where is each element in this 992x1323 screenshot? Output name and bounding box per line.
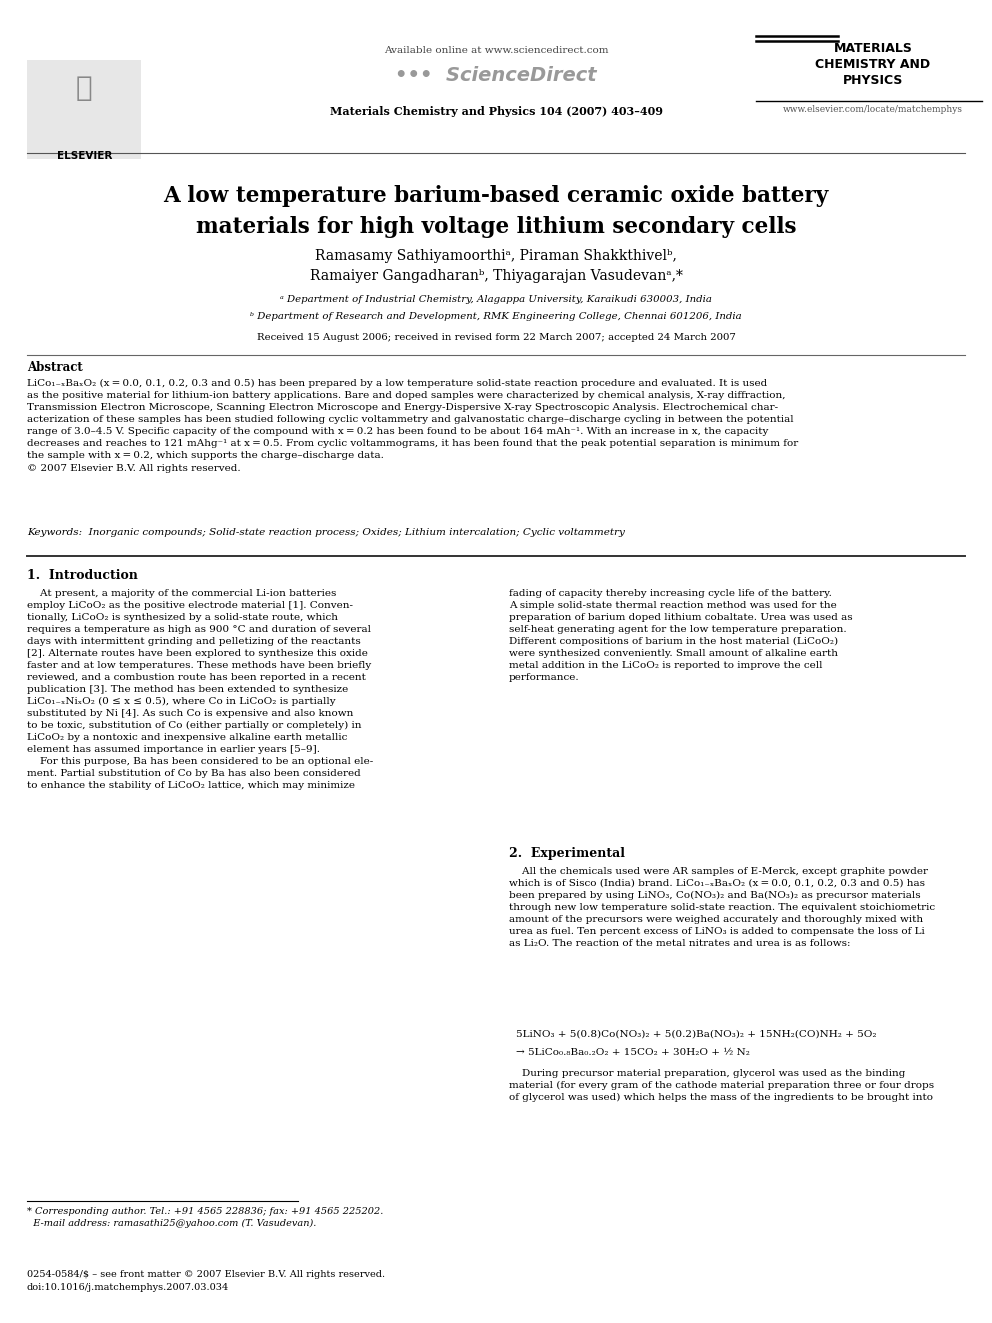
Text: www.elsevier.com/locate/matchemphys: www.elsevier.com/locate/matchemphys — [783, 105, 963, 114]
Text: Received 15 August 2006; received in revised form 22 March 2007; accepted 24 Mar: Received 15 August 2006; received in rev… — [257, 333, 735, 343]
Text: 1.  Introduction: 1. Introduction — [27, 569, 138, 582]
Text: Ramaiyer Gangadharanᵇ, Thiyagarajan Vasudevanᵃ,*: Ramaiyer Gangadharanᵇ, Thiyagarajan Vasu… — [310, 269, 682, 283]
Text: 0254-0584/$ – see front matter © 2007 Elsevier B.V. All rights reserved.
doi:10.: 0254-0584/$ – see front matter © 2007 El… — [27, 1270, 385, 1291]
Text: fading of capacity thereby increasing cycle life of the battery.
A simple solid-: fading of capacity thereby increasing cy… — [509, 589, 852, 681]
Text: Available online at www.sciencedirect.com: Available online at www.sciencedirect.co… — [384, 46, 608, 56]
Text: * Corresponding author. Tel.: +91 4565 228836; fax: +91 4565 225202.
  E-mail ad: * Corresponding author. Tel.: +91 4565 2… — [27, 1207, 383, 1228]
Text: 🌳: 🌳 — [76, 74, 92, 102]
Text: Keywords:  Inorganic compounds; Solid-state reaction process; Oxides; Lithium in: Keywords: Inorganic compounds; Solid-sta… — [27, 528, 625, 537]
Text: → 5LiCo₀.₈Ba₀.₂O₂ + 15CO₂ + 30H₂O + ½ N₂: → 5LiCo₀.₈Ba₀.₂O₂ + 15CO₂ + 30H₂O + ½ N₂ — [516, 1048, 750, 1057]
Text: All the chemicals used were AR samples of E-Merck, except graphite powder
which : All the chemicals used were AR samples o… — [509, 867, 935, 947]
Text: ᵇ Department of Research and Development, RMK Engineering College, Chennai 60120: ᵇ Department of Research and Development… — [250, 312, 742, 321]
Text: Materials Chemistry and Physics 104 (2007) 403–409: Materials Chemistry and Physics 104 (200… — [329, 106, 663, 116]
Text: ᵃ Department of Industrial Chemistry, Alagappa University, Karaikudi 630003, Ind: ᵃ Department of Industrial Chemistry, Al… — [280, 295, 712, 304]
Text: At present, a majority of the commercial Li-ion batteries
employ LiCoO₂ as the p: At present, a majority of the commercial… — [27, 589, 373, 790]
Text: A low temperature barium-based ceramic oxide battery
materials for high voltage : A low temperature barium-based ceramic o… — [164, 185, 828, 238]
Text: MATERIALS
CHEMISTRY AND
PHYSICS: MATERIALS CHEMISTRY AND PHYSICS — [815, 42, 930, 87]
Text: Ramasamy Sathiyamoorthiᵃ, Piraman Shakkthivelᵇ,: Ramasamy Sathiyamoorthiᵃ, Piraman Shakkt… — [315, 249, 677, 263]
Text: 2.  Experimental: 2. Experimental — [509, 847, 625, 860]
Text: During precursor material preparation, glycerol was used as the binding
material: During precursor material preparation, g… — [509, 1069, 934, 1102]
Text: LiCo₁₋ₓBaₓO₂ (x = 0.0, 0.1, 0.2, 0.3 and 0.5) has been prepared by a low tempera: LiCo₁₋ₓBaₓO₂ (x = 0.0, 0.1, 0.2, 0.3 and… — [27, 378, 798, 472]
Bar — [27, 60, 141, 159]
Text: •••  ScienceDirect: ••• ScienceDirect — [395, 66, 597, 85]
Text: 5LiNO₃ + 5(0.8)Co(NO₃)₂ + 5(0.2)Ba(NO₃)₂ + 15NH₂(CO)NH₂ + 5O₂: 5LiNO₃ + 5(0.8)Co(NO₃)₂ + 5(0.2)Ba(NO₃)₂… — [516, 1029, 876, 1039]
Text: ELSEVIER: ELSEVIER — [57, 151, 112, 161]
Text: Abstract: Abstract — [27, 361, 82, 374]
